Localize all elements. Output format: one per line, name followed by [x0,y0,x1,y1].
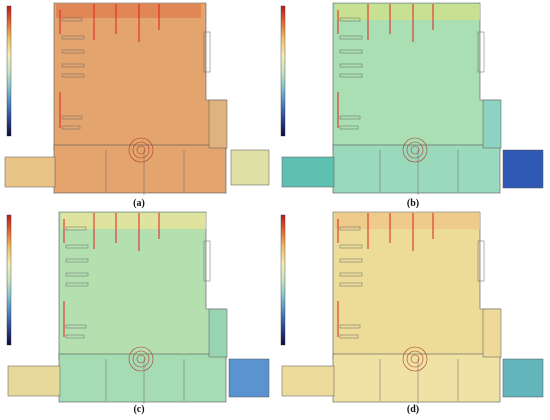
colorbar-legend [280,5,286,137]
floor-right-wing [482,308,502,358]
floor-right-wing [208,99,228,149]
floor-right-annex [502,149,544,189]
heat-source-markers [337,213,434,337]
floor-lower-band [332,353,501,403]
panel-b: (b) [278,0,548,209]
colorbar-legend [6,214,12,346]
floor-lower-band [58,353,227,403]
north-heat-glow [56,4,201,18]
floor-left-annex [7,365,61,397]
north-heat-glow [335,4,480,20]
room-partitions [61,17,211,195]
panel-b-drawing [280,2,544,195]
panel-c-drawing [6,211,270,404]
colorbar-legend [6,5,12,137]
heat-source-rings [402,137,428,163]
heat-source-rings [128,137,154,163]
floor-right-annex [230,149,270,186]
heat-source-markers [63,213,160,337]
floor-lower-band [53,144,227,194]
panel-c-caption: (c) [133,404,145,415]
floor-lower-band [332,144,501,194]
panel-a-caption: (a) [133,198,145,209]
floor-right-wing [208,308,228,358]
floor-left-annex [281,365,335,397]
room-partitions [339,17,485,195]
floor-left-annex [281,156,335,188]
panel-a: (a) [4,0,274,209]
north-heat-glow [61,213,206,229]
north-heat-glow [335,213,480,229]
panel-d: (d) [278,209,548,415]
panel-d-drawing [280,211,544,404]
panel-b-caption: (b) [406,198,420,209]
floor-right-wing [482,99,502,149]
colorbar-legend [280,214,286,346]
floor-left-annex [4,156,56,188]
panel-d-caption: (d) [406,404,420,415]
panel-c: (c) [4,209,274,415]
floor-right-annex [228,358,270,398]
heat-source-markers [337,4,434,128]
heat-source-rings [128,346,154,372]
panel-a-drawing [4,2,270,195]
floor-right-annex [502,358,544,398]
heat-source-markers [59,4,160,128]
heat-source-rings [402,346,428,372]
